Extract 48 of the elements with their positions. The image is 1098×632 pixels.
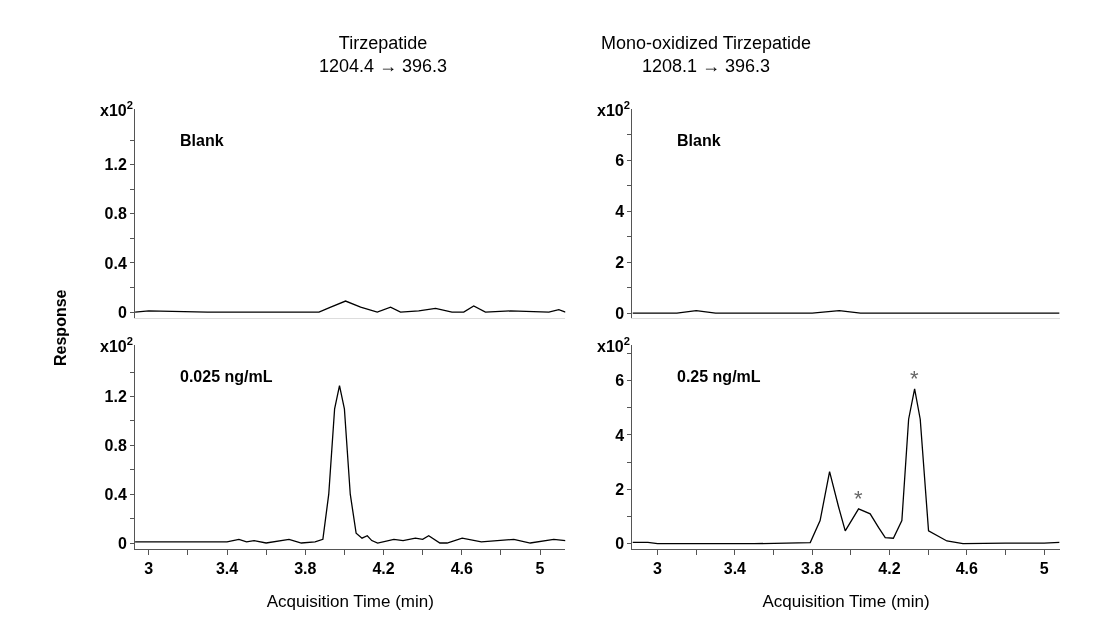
chart-subtitle: 1204.4 → 396.3 [319,56,448,77]
y-tick-label: 1.2 [104,388,127,406]
x-tick-label: 3.8 [294,560,317,578]
text: x10$^{2}$ [597,335,630,355]
annotation: Blank [677,132,721,149]
x-tick-label: 4.2 [878,560,901,578]
annotation: * [910,366,919,391]
text: x10$^{2}$ [100,335,133,355]
line-series [135,384,566,544]
y-tick-label: 1.2 [104,156,127,174]
y-tick-label: 0.4 [104,254,127,272]
y-tick-label: 0 [615,304,625,322]
x-axis-title: Acquisition Time (min) [266,591,434,611]
annotation: 0.025 ng/mL [180,368,273,385]
x-tick-label: 3 [653,560,663,578]
line-series [632,388,1060,545]
y-tick-label: 0.4 [104,485,127,503]
x-tick-label: 3.4 [215,560,239,578]
y-tick-label: 0 [615,535,625,553]
y-axis-title: Response [51,289,69,366]
x-tick-label: 5 [535,560,545,578]
annotation: * [854,486,863,511]
chart-title: Tirzepatide [338,33,428,53]
annotation: Blank [180,132,224,149]
y-tick-label: 2 [615,480,625,498]
x-tick-label: 4.6 [955,560,979,578]
chart-title: Mono-oxidized Tirzepatide [601,33,812,53]
x-tick-label: 3.4 [723,560,747,578]
x-axis-title: Acquisition Time (min) [762,591,930,611]
x-tick-label: 3.8 [801,560,824,578]
x-tick-label: 5 [1039,560,1049,578]
y-tick-label: 2 [615,253,625,271]
text: x10$^{2}$ [100,99,133,119]
x-tick-label: 4.6 [450,560,473,578]
x-tick-label: 3 [144,560,154,578]
y-tick-label: 4 [615,202,625,220]
annotation: 0.25 ng/mL [677,368,761,385]
y-tick-label: 6 [615,372,625,390]
y-tick-label: 0.8 [104,436,127,454]
y-tick-label: 0 [117,534,127,552]
y-tick-label: 0.8 [104,205,127,223]
text: x10$^{2}$ [597,99,630,119]
y-tick-label: 4 [615,426,625,444]
x-tick-label: 4.2 [372,560,395,578]
line-series [135,300,566,313]
chart-subtitle: 1208.1 → 396.3 [642,56,771,77]
y-tick-label: 0 [117,303,127,321]
y-tick-label: 6 [615,151,625,169]
